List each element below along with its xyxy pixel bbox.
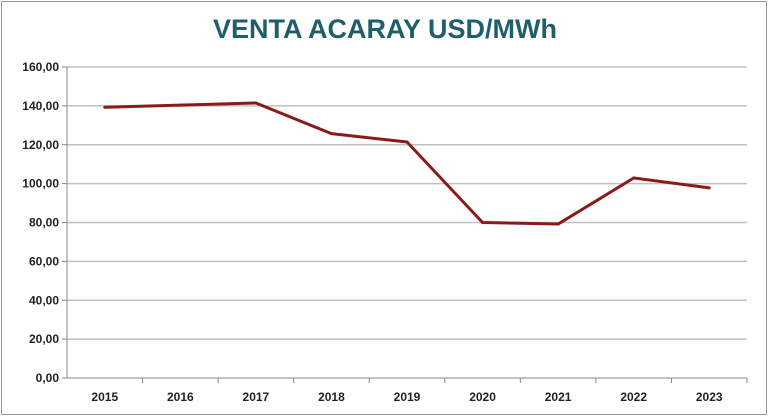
x-tick-label: 2017	[243, 390, 270, 404]
x-tick-label: 2018	[318, 390, 345, 404]
y-tick-label: 160,00	[22, 60, 59, 74]
data-point	[103, 105, 107, 109]
data-point	[405, 140, 409, 144]
y-tick-label: 20,00	[29, 332, 59, 346]
data-point	[329, 132, 333, 136]
y-tick-label: 60,00	[29, 254, 59, 268]
y-tick-label: 100,00	[22, 177, 59, 191]
y-tick-label: 140,00	[22, 99, 59, 113]
x-tick-label: 2022	[620, 390, 647, 404]
data-point	[481, 221, 485, 224]
data-point	[632, 176, 636, 180]
data-point	[254, 101, 258, 105]
x-tick-label: 2016	[167, 390, 194, 404]
x-tick-label: 2023	[696, 390, 723, 404]
data-point	[707, 186, 711, 190]
x-tick-label: 2021	[545, 390, 572, 404]
x-tick-label: 2015	[91, 390, 118, 404]
series-line	[104, 101, 710, 226]
y-tick-label: 120,00	[22, 138, 59, 152]
y-tick-label: 0,00	[36, 371, 60, 385]
x-tick-label: 2019	[394, 390, 421, 404]
x-tick-label: 2020	[469, 390, 496, 404]
y-tick-label: 40,00	[29, 293, 59, 307]
y-tick-label: 80,00	[29, 216, 59, 230]
data-point	[556, 222, 560, 226]
chart-title: VENTA ACARAY USD/MWh	[212, 14, 557, 44]
data-point	[178, 103, 182, 107]
